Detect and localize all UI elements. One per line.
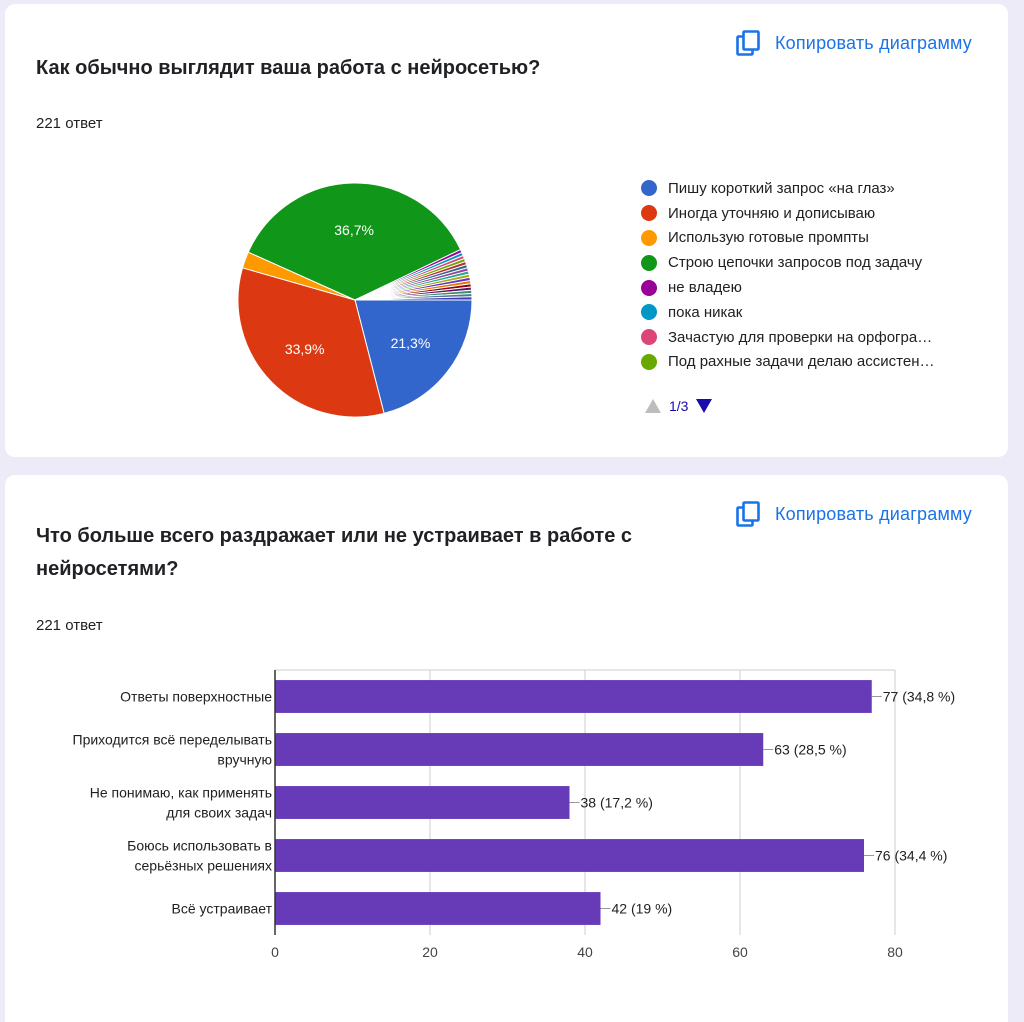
x-tick-label: 20 <box>422 944 438 960</box>
pager-next-icon[interactable] <box>696 399 713 413</box>
bar-value-label: 76 (34,4 %) <box>875 848 947 864</box>
question-title: Как обычно выглядит ваша работа с нейрос… <box>36 57 541 79</box>
pager-prev-icon <box>645 399 661 413</box>
bar <box>275 680 872 713</box>
category-label: Боюсь использовать в <box>127 838 272 854</box>
copy-icon <box>736 30 760 56</box>
pie-slice-label: 36,7% <box>334 222 374 238</box>
pie-slice <box>354 296 473 301</box>
x-tick-label: 0 <box>271 944 279 960</box>
pie-slice <box>237 267 385 418</box>
x-tick-label: 80 <box>887 944 903 960</box>
pie-chart-card: Копировать диаграмму Как обычно выглядит… <box>5 4 1008 457</box>
bar <box>275 786 570 819</box>
x-tick-label: 40 <box>577 944 593 960</box>
copy-chart-label: Копировать диаграмму <box>774 32 972 53</box>
legend-color-dot <box>641 279 657 296</box>
legend-item: Иногда уточняю и дописываю <box>641 201 934 226</box>
pie-slice-label: 33,9% <box>285 341 325 357</box>
legend-item: Использую готовые промпты <box>641 226 934 251</box>
bar <box>275 733 764 766</box>
legend-color-dot <box>641 205 657 222</box>
legend-label: не владею <box>668 279 742 297</box>
category-label: серьёзных решениях <box>135 858 272 874</box>
question-title: Что больше всего раздражает или не устра… <box>36 525 632 580</box>
bar-value-label: 42 (19 %) <box>612 901 673 917</box>
legend-item: Под рахные задачи делаю ассистен… <box>641 350 934 375</box>
pager-text: 1/3 <box>669 398 689 414</box>
legend-color-dot <box>641 304 657 321</box>
category-label: Всё устраивает <box>172 901 273 917</box>
x-tick-label: 60 <box>732 944 748 960</box>
copy-chart-button[interactable]: Копировать диаграмму <box>735 501 972 527</box>
legend-color-dot <box>641 229 657 246</box>
bar <box>275 839 864 872</box>
legend-label: Пишу короткий запрос «на глаз» <box>668 179 895 197</box>
legend-label: Зачастую для проверки на орфогра… <box>668 328 933 346</box>
pie-slice <box>247 182 462 301</box>
legend-item: пока никак <box>641 300 934 325</box>
bar-value-label: 38 (17,2 %) <box>581 795 653 811</box>
category-label: Не понимаю, как применять <box>90 785 272 801</box>
pie-chart: 21,3% 33,9% 36,7% <box>237 182 473 418</box>
bar-chart: 0 20 40 60 80 77 (34,8 %) Ответы поверхностные… <box>73 669 955 960</box>
legend-label: Иногда уточняю и дописываю <box>668 204 876 222</box>
legend-color-dot <box>641 329 657 346</box>
legend-label: Строю цепочки запросов под задачу <box>668 254 923 272</box>
category-label: Приходится всё переделывать <box>73 732 272 748</box>
copy-icon <box>736 501 760 527</box>
legend-label: пока никак <box>668 303 743 321</box>
response-count: 221 ответ <box>36 115 103 132</box>
bar <box>275 892 601 925</box>
legend-item: Строю цепочки запросов под задачу <box>641 250 934 275</box>
bar-value-label: 77 (34,8 %) <box>883 689 955 705</box>
pie-legend: Пишу короткий запрос «на глаз» Иногда уто… <box>641 176 934 374</box>
bar-chart-card: Копировать диаграмму Что больше всего ра… <box>5 475 1008 1022</box>
legend-label: Использую готовые промпты <box>668 229 869 247</box>
legend-color-dot <box>641 353 657 370</box>
category-label: вручную <box>217 752 272 768</box>
category-label: Ответы поверхностные <box>120 689 272 705</box>
copy-chart-label: Копировать диаграмму <box>774 503 972 524</box>
bar-value-label: 63 (28,5 %) <box>774 742 846 758</box>
pie-slice-label: 21,3% <box>391 335 431 351</box>
legend-pager: 1/3 <box>645 398 713 414</box>
legend-color-dot <box>641 254 657 271</box>
response-count: 221 ответ <box>36 617 103 634</box>
legend-item: Пишу короткий запрос «на глаз» <box>641 176 934 201</box>
legend-color-dot <box>641 180 657 197</box>
category-label: для своих задач <box>166 805 272 821</box>
legend-item: не владею <box>641 275 934 300</box>
legend-label: Под рахные задачи делаю ассистен… <box>668 353 935 371</box>
copy-chart-button[interactable]: Копировать диаграмму <box>735 30 972 56</box>
pie-slice <box>354 299 473 414</box>
legend-item: Зачастую для проверки на орфогра… <box>641 325 934 350</box>
